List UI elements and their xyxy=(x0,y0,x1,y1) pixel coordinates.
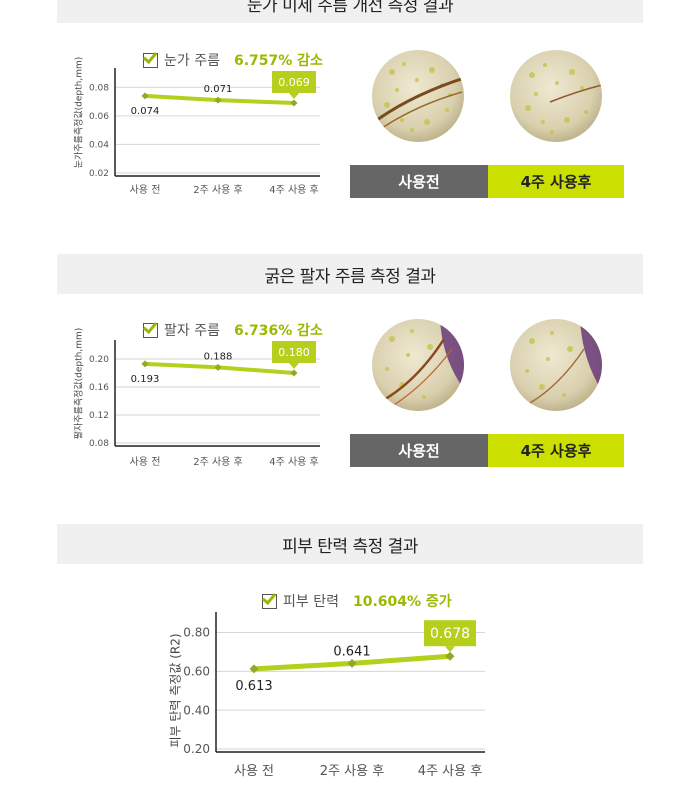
y-tick-label: 0.80 xyxy=(183,626,210,640)
skin-texture-image xyxy=(372,319,464,411)
data-point xyxy=(141,360,149,368)
after-tag: 4주 사용후 xyxy=(488,434,624,467)
before-skin-image xyxy=(372,50,464,142)
data-label: 0.074 xyxy=(131,106,160,117)
after-skin-image xyxy=(510,50,602,142)
y-tick-label: 0.06 xyxy=(89,112,109,122)
y-tick-label: 0.08 xyxy=(89,83,109,93)
legend-label: 눈가 주름 xyxy=(164,53,220,69)
y-tick-label: 0.12 xyxy=(89,411,109,421)
skin-texture-image xyxy=(372,50,464,142)
x-tick-label: 4주 사용 후 xyxy=(418,764,482,779)
data-point xyxy=(445,651,455,661)
y-tick-label: 0.08 xyxy=(89,439,109,449)
data-label: 0.180 xyxy=(278,346,310,359)
data-point xyxy=(347,658,357,668)
callout-pointer xyxy=(445,646,455,653)
data-label: 0.071 xyxy=(204,84,233,95)
before-tag: 사용전 xyxy=(350,434,488,467)
skin-texture-image xyxy=(510,50,602,142)
x-tick-label: 4주 사용 후 xyxy=(269,184,319,196)
y-tick-label: 0.60 xyxy=(183,665,210,679)
x-tick-label: 2주 사용 후 xyxy=(320,764,384,779)
y-tick-label: 0.04 xyxy=(89,141,109,151)
y-tick-label: 0.20 xyxy=(89,355,109,365)
chart-legend: 피부 탄력 10.604% 증가 xyxy=(262,591,452,611)
section-title-band: 눈가 미세 주름 개선 측정 결과 xyxy=(57,0,643,23)
data-label: 0.069 xyxy=(278,76,310,89)
x-tick-label: 사용 전 xyxy=(130,456,161,468)
data-label: 0.641 xyxy=(333,644,370,659)
checkbox-icon xyxy=(143,322,158,338)
data-point xyxy=(290,369,298,377)
data-label: 0.188 xyxy=(204,351,233,362)
checkbox-icon xyxy=(262,593,277,609)
data-point xyxy=(214,96,222,104)
x-tick-label: 4주 사용 후 xyxy=(269,456,319,468)
callout-pointer xyxy=(289,363,299,369)
legend-label: 피부 탄력 xyxy=(283,594,339,610)
y-tick-label: 0.20 xyxy=(183,742,210,756)
section-title-band: 굵은 팔자 주름 측정 결과 xyxy=(57,254,643,294)
data-point xyxy=(249,664,259,674)
callout-box xyxy=(272,341,316,363)
chart-legend: 눈가 주름 6.757% 감소 xyxy=(143,50,323,70)
chart-legend: 팔자 주름 6.736% 감소 xyxy=(143,320,323,340)
before-skin-image xyxy=(372,319,464,411)
x-tick-label: 사용 전 xyxy=(130,184,161,196)
section-title: 굵은 팔자 주름 측정 결과 xyxy=(264,266,436,287)
x-tick-label: 사용 전 xyxy=(234,764,274,779)
x-tick-label: 2주 사용 후 xyxy=(193,456,243,468)
data-point xyxy=(214,363,222,371)
callout-pointer xyxy=(289,93,299,99)
after-tag: 4주 사용후 xyxy=(488,165,624,198)
data-point xyxy=(290,99,298,107)
data-label: 0.193 xyxy=(131,374,160,385)
x-tick-label: 2주 사용 후 xyxy=(193,184,243,196)
section-title-band: 피부 탄력 측정 결과 xyxy=(57,524,643,564)
section-title: 피부 탄력 측정 결과 xyxy=(282,536,418,557)
legend-result: 10.604% 증가 xyxy=(352,594,452,610)
legend-result: 6.757% 감소 xyxy=(233,53,323,69)
y-tick-label: 0.40 xyxy=(183,703,210,717)
before-tag: 사용전 xyxy=(350,165,488,198)
legend-result: 6.736% 감소 xyxy=(233,323,323,339)
data-label: 0.678 xyxy=(430,626,470,642)
data-label: 0.613 xyxy=(235,679,272,694)
callout-box xyxy=(424,620,476,647)
legend-label: 팔자 주름 xyxy=(164,323,220,339)
checkbox-icon xyxy=(143,52,158,68)
y-tick-label: 0.02 xyxy=(89,169,109,179)
callout-box xyxy=(272,71,316,93)
data-point xyxy=(141,92,149,100)
section-title: 눈가 미세 주름 개선 측정 결과 xyxy=(246,0,454,16)
y-tick-label: 0.16 xyxy=(89,383,109,393)
